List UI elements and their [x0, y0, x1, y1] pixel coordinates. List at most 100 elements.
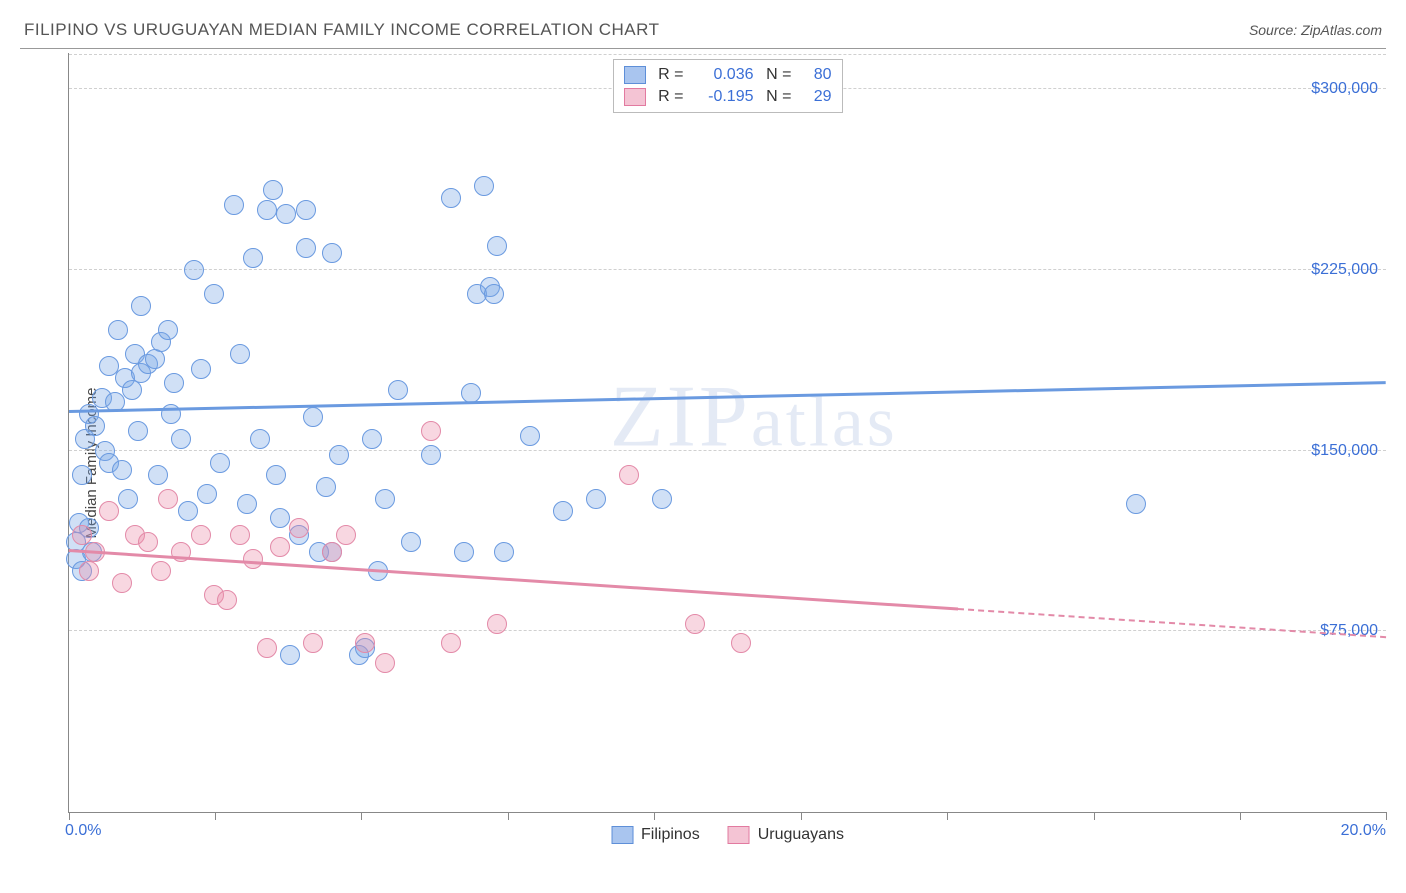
x-tick	[69, 812, 70, 820]
scatter-point	[72, 525, 92, 545]
trend-line	[69, 549, 958, 610]
legend-r-value: -0.195	[694, 88, 754, 106]
scatter-point	[118, 489, 138, 509]
legend-swatch	[728, 826, 750, 844]
scatter-point	[243, 248, 263, 268]
scatter-point	[1126, 494, 1146, 514]
gridline-h	[69, 269, 1386, 270]
legend-label: Uruguayans	[758, 826, 844, 844]
legend-n-label: N =	[764, 66, 792, 84]
scatter-point	[586, 489, 606, 509]
x-tick	[508, 812, 509, 820]
scatter-point	[257, 200, 277, 220]
scatter-point	[257, 638, 277, 658]
series-legend: Filipinos Uruguayans	[611, 826, 844, 844]
chart-header: FILIPINO VS URUGUAYAN MEDIAN FAMILY INCO…	[20, 20, 1386, 49]
scatter-point	[148, 465, 168, 485]
scatter-point	[652, 489, 672, 509]
chart-source: Source: ZipAtlas.com	[1249, 22, 1382, 38]
scatter-point	[303, 633, 323, 653]
scatter-point	[217, 590, 237, 610]
scatter-point	[237, 494, 257, 514]
scatter-point	[296, 238, 316, 258]
scatter-point	[280, 645, 300, 665]
scatter-point	[270, 508, 290, 528]
scatter-point	[553, 501, 573, 521]
scatter-point	[289, 518, 309, 538]
legend-swatch	[624, 66, 646, 84]
legend-label: Filipinos	[641, 826, 700, 844]
y-tick-label: $300,000	[1311, 80, 1378, 98]
x-tick	[947, 812, 948, 820]
scatter-point	[329, 445, 349, 465]
scatter-point	[731, 633, 751, 653]
scatter-point	[263, 180, 283, 200]
scatter-point	[158, 489, 178, 509]
plot-area: ZIPatlas $75,000$150,000$225,000$300,000…	[68, 53, 1386, 813]
scatter-point	[487, 614, 507, 634]
scatter-point	[210, 453, 230, 473]
scatter-point	[128, 421, 148, 441]
x-axis-end-label: 20.0%	[1341, 822, 1386, 840]
scatter-point	[158, 320, 178, 340]
gridline-h	[69, 630, 1386, 631]
chart-container: Median Family Income ZIPatlas $75,000$15…	[20, 53, 1386, 873]
scatter-point	[355, 633, 375, 653]
scatter-point	[461, 383, 481, 403]
gridline-h	[69, 450, 1386, 451]
scatter-point	[454, 542, 474, 562]
legend-r-value: 0.036	[694, 66, 754, 84]
scatter-point	[151, 561, 171, 581]
scatter-point	[164, 373, 184, 393]
correlation-legend: R =0.036N =80R =-0.195N =29	[613, 59, 843, 113]
legend-n-value: 80	[802, 66, 832, 84]
scatter-point	[375, 653, 395, 673]
legend-row: R =0.036N =80	[624, 64, 832, 86]
legend-row: R =-0.195N =29	[624, 86, 832, 108]
scatter-point	[303, 407, 323, 427]
scatter-point	[230, 344, 250, 364]
scatter-point	[85, 416, 105, 436]
legend-item: Filipinos	[611, 826, 700, 844]
scatter-point	[487, 236, 507, 256]
legend-n-value: 29	[802, 88, 832, 106]
scatter-point	[388, 380, 408, 400]
scatter-point	[171, 429, 191, 449]
scatter-point	[230, 525, 250, 545]
scatter-point	[122, 380, 142, 400]
scatter-point	[138, 532, 158, 552]
x-axis-start-label: 0.0%	[65, 822, 101, 840]
scatter-point	[266, 465, 286, 485]
scatter-point	[401, 532, 421, 552]
scatter-point	[191, 525, 211, 545]
scatter-point	[421, 445, 441, 465]
scatter-point	[72, 465, 92, 485]
scatter-point	[131, 296, 151, 316]
chart-title: FILIPINO VS URUGUAYAN MEDIAN FAMILY INCO…	[24, 20, 659, 40]
scatter-point	[362, 429, 382, 449]
scatter-point	[441, 188, 461, 208]
scatter-point	[204, 284, 224, 304]
scatter-point	[484, 284, 504, 304]
legend-n-label: N =	[764, 88, 792, 106]
x-tick	[801, 812, 802, 820]
scatter-point	[336, 525, 356, 545]
scatter-point	[322, 243, 342, 263]
scatter-point	[184, 260, 204, 280]
legend-swatch	[611, 826, 633, 844]
y-tick-label: $225,000	[1311, 261, 1378, 279]
legend-item: Uruguayans	[728, 826, 844, 844]
scatter-point	[494, 542, 514, 562]
x-tick	[654, 812, 655, 820]
scatter-point	[112, 573, 132, 593]
scatter-point	[441, 633, 461, 653]
scatter-point	[108, 320, 128, 340]
gridline-h	[69, 54, 1386, 55]
scatter-point	[474, 176, 494, 196]
watermark: ZIPatlas	[610, 367, 898, 468]
scatter-point	[270, 537, 290, 557]
scatter-point	[421, 421, 441, 441]
x-tick	[1386, 812, 1387, 820]
scatter-point	[619, 465, 639, 485]
scatter-point	[99, 501, 119, 521]
